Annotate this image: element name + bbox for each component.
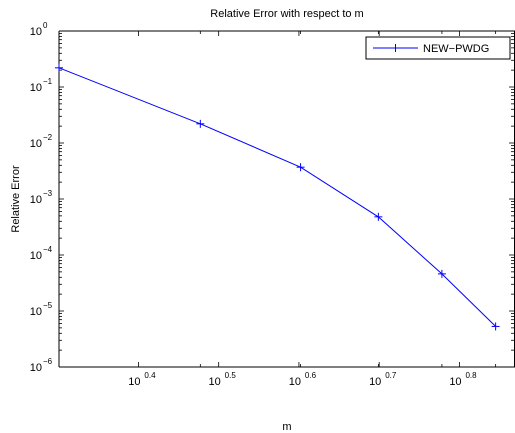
y-tick-label: 10 <box>30 138 42 150</box>
series-line <box>58 67 496 327</box>
y-tick-label: 10 <box>30 26 42 38</box>
x-tick-label: 10 <box>449 376 461 388</box>
y-tick-label: 10 <box>30 82 42 94</box>
x-tick-label-exponent: 0.5 <box>225 371 237 380</box>
chart-title: Relative Error with respect to m <box>210 8 363 20</box>
legend-label: NEW−PWDG <box>423 43 489 55</box>
plot-area <box>59 31 515 367</box>
x-axis-label: m <box>282 421 291 433</box>
y-tick-label-exponent: −1 <box>43 77 53 86</box>
legend: NEW−PWDG <box>365 36 511 60</box>
y-tick-label-exponent: −2 <box>43 133 53 142</box>
axes: 100.4100.5100.6100.7100.810−610−510−410−… <box>30 21 515 388</box>
x-tick-label-exponent: 0.7 <box>385 371 397 380</box>
data-point-marker <box>491 322 500 331</box>
x-tick-label-exponent: 0.4 <box>144 371 156 380</box>
data-point-marker <box>196 119 205 128</box>
x-tick-label-exponent: 0.6 <box>305 371 317 380</box>
x-tick-label-exponent: 0.8 <box>465 371 477 380</box>
data-point-marker <box>374 212 383 221</box>
data-point-marker <box>296 163 305 172</box>
y-tick-label-exponent: 0 <box>43 21 48 30</box>
y-tick-label-exponent: −3 <box>43 189 53 198</box>
x-tick-label: 10 <box>369 376 381 388</box>
x-tick-label: 10 <box>128 376 140 388</box>
data-point-marker <box>437 269 446 278</box>
data-point-marker <box>55 63 63 72</box>
y-tick-label: 10 <box>30 306 42 318</box>
x-tick-label: 10 <box>289 376 301 388</box>
y-tick-label-exponent: −6 <box>43 357 53 366</box>
series-layer <box>55 63 500 331</box>
y-tick-label: 10 <box>30 250 42 262</box>
y-tick-label-exponent: −5 <box>43 301 53 310</box>
y-axis-label: Relative Error <box>10 165 22 233</box>
y-tick-label-exponent: −4 <box>43 245 53 254</box>
y-tick-label: 10 <box>30 194 42 206</box>
x-tick-label: 10 <box>209 376 221 388</box>
legend-box <box>365 36 511 60</box>
y-tick-label: 10 <box>30 362 42 374</box>
